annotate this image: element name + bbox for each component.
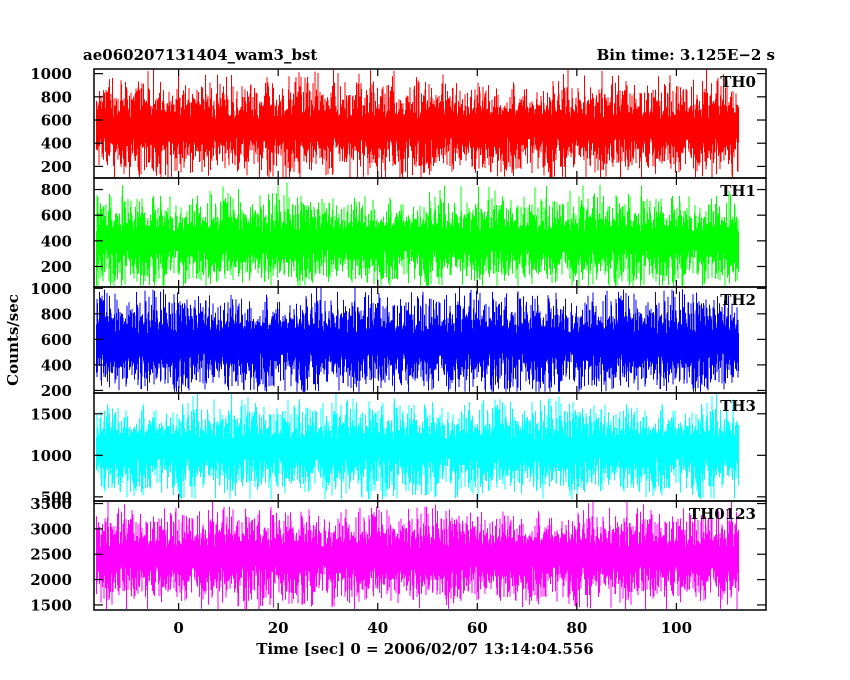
y-tick-label: 400 [41, 232, 72, 250]
panel-label-th0: TH0 [720, 73, 756, 91]
panel-th2: 200 400 600 800 1000 TH2 [30, 280, 767, 400]
y-tick-label: 800 [41, 181, 72, 199]
panel-label-th3: TH3 [720, 397, 756, 415]
y-tick-label: 600 [41, 207, 72, 225]
y-tick-label: 2500 [30, 546, 72, 564]
series-th1 [96, 182, 739, 286]
panel-th0123: 1500 2000 2500 3000 3500 TH0123 [30, 495, 767, 614]
bin-time-label: Bin time: 3.125E−2 s [597, 46, 775, 64]
y-tick-label: 2000 [30, 571, 72, 589]
y-tick-label: 600 [41, 112, 72, 130]
chart-title: ae060207131404_wam3_bst [83, 46, 317, 64]
y-tick-label: 1500 [30, 596, 72, 614]
x-tick-label: 60 [467, 619, 488, 637]
series-th2 [96, 287, 739, 392]
series-th0 [96, 69, 739, 178]
y-tick-label: 400 [41, 356, 72, 374]
x-tick-label: 40 [367, 619, 388, 637]
y-tick-label: 1000 [30, 65, 72, 83]
series-th0123 [96, 502, 739, 609]
y-tick-label: 200 [41, 382, 72, 400]
x-tick-label: 100 [661, 619, 692, 637]
y-tick-label: 3000 [30, 520, 72, 538]
y-tick-label: 1500 [30, 405, 72, 423]
panel-th0: 200 400 600 800 1000 TH0 [30, 65, 767, 179]
panel-label-th0123: TH0123 [689, 505, 756, 523]
y-tick-label: 200 [41, 158, 72, 176]
x-axis-label: Time [sec] 0 = 2006/02/07 13:14:04.556 [256, 640, 593, 658]
y-tick-label: 600 [41, 331, 72, 349]
panel-th3: 500 1000 1500 TH3 [30, 392, 767, 506]
panel-frame [93, 500, 767, 611]
panel-label-th1: TH1 [720, 182, 756, 200]
x-tick-label: 20 [268, 619, 289, 637]
y-tick-label: 400 [41, 135, 72, 153]
y-tick-label: 3500 [30, 495, 72, 513]
panel-th1: 200 400 600 800 TH1 [41, 177, 767, 288]
y-tick-label: 200 [41, 258, 72, 276]
y-tick-label: 800 [41, 305, 72, 323]
x-tick-labels: 0 20 40 60 80 100 [173, 619, 692, 637]
series-th3 [96, 393, 739, 500]
y-tick-label: 800 [41, 88, 72, 106]
y-tick-label: 500 [41, 488, 72, 506]
y-axis-label: Counts/sec [4, 294, 22, 386]
x-tick-label: 0 [173, 619, 183, 637]
y-tick-label: 1000 [30, 280, 72, 298]
y-tick-label: 1000 [30, 447, 72, 465]
panels-group: 200 400 600 800 1000 TH0 200 400 600 800 TH1 200 400… [30, 65, 767, 614]
panel-label-th2: TH2 [720, 291, 756, 309]
x-tick-label: 80 [566, 619, 587, 637]
